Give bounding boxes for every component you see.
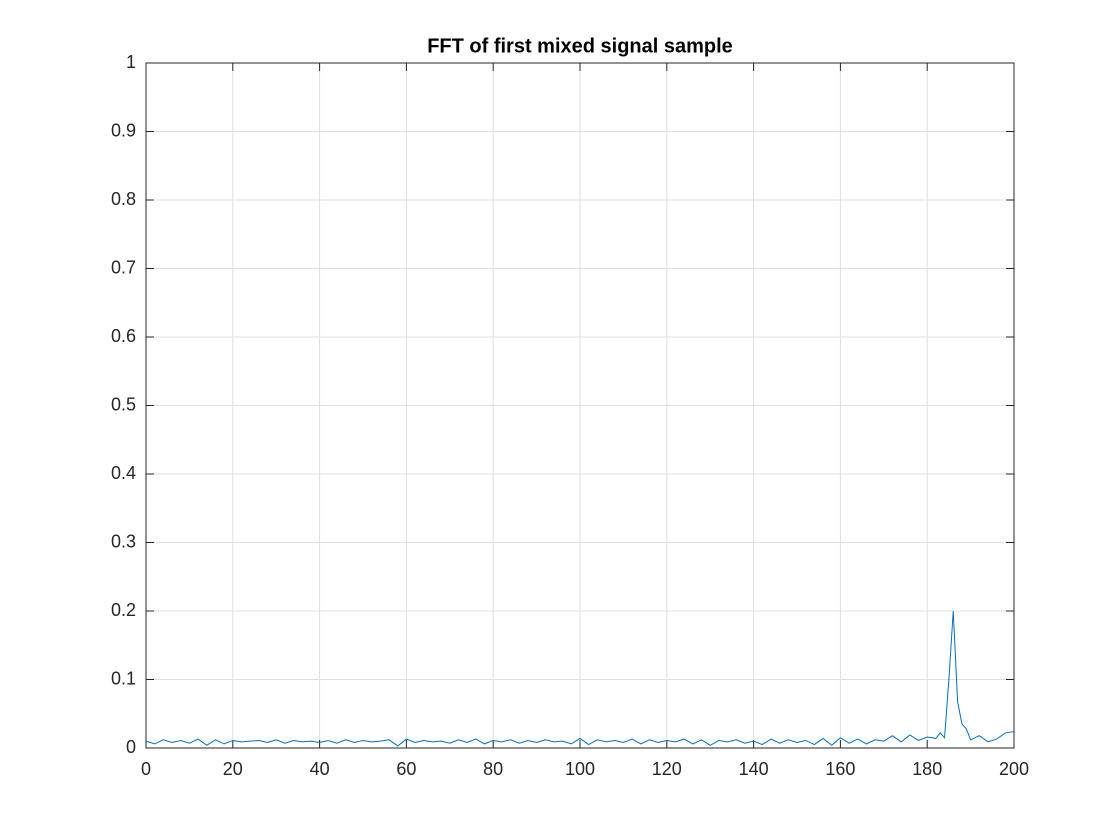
- x-tick-label: 20: [223, 759, 243, 779]
- y-tick-label: 0.3: [111, 531, 136, 551]
- x-tick-label: 200: [999, 759, 1029, 779]
- x-tick-label: 180: [912, 759, 942, 779]
- x-tick-label: 40: [310, 759, 330, 779]
- plot-frame: [145, 62, 1015, 749]
- x-tick-label: 80: [483, 759, 503, 779]
- x-tick-label: 160: [825, 759, 855, 779]
- x-tick-label: 140: [739, 759, 769, 779]
- y-tick-label: 1: [126, 52, 136, 72]
- y-tick-label: 0.9: [111, 120, 136, 140]
- y-tick-label: 0.8: [111, 189, 136, 209]
- x-tick-label: 120: [652, 759, 682, 779]
- x-tick-label: 100: [565, 759, 595, 779]
- y-tick-label: 0.1: [111, 668, 136, 688]
- y-tick-label: 0.6: [111, 326, 136, 346]
- x-tick-label: 60: [396, 759, 416, 779]
- x-tick-label: 0: [141, 759, 151, 779]
- chart-title: FFT of first mixed signal sample: [427, 35, 733, 57]
- y-tick-label: 0: [126, 737, 136, 757]
- y-tick-label: 0.4: [111, 463, 136, 483]
- data-line: [145, 610, 1015, 747]
- y-tick-label: 0.7: [111, 257, 136, 277]
- y-tick-label: 0.2: [111, 600, 136, 620]
- y-tick-label: 0.5: [111, 394, 136, 414]
